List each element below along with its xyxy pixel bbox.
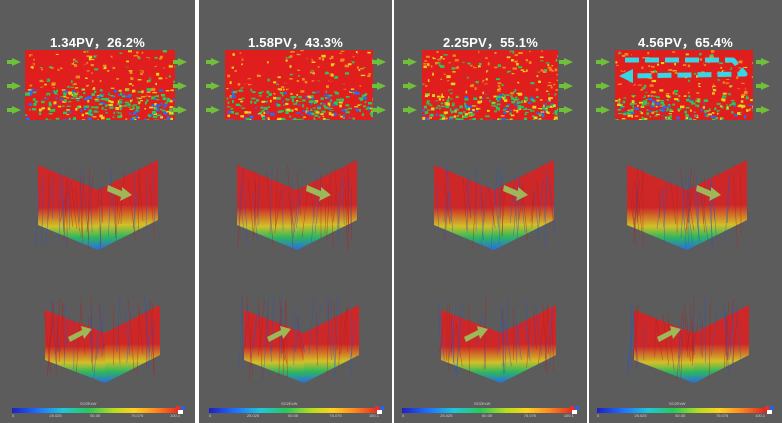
- software-logo-icon: [765, 406, 774, 414]
- green-arrow-icon: [68, 326, 92, 342]
- green-arrow-icon: [559, 106, 573, 114]
- panel-4: 4.56PV，65.4% SO2ExW 0 25.025 50.05 75.07…: [589, 0, 782, 423]
- colorbar-ticks: 0 25.025 50.05 75.075 100.1: [12, 413, 182, 421]
- colorbar: [209, 408, 381, 413]
- green-arrow-icon: [7, 58, 21, 66]
- green-arrow-icon: [7, 106, 21, 114]
- colorbar-tick: 100.1: [368, 413, 379, 418]
- green-arrow-icon: [403, 106, 417, 114]
- colorbar-ticks: 0 25.025 50.05 75.075 100.1: [402, 413, 576, 421]
- colorbar-title: SO2ExW: [474, 401, 491, 406]
- green-arrow-icon: [173, 106, 187, 114]
- colorbar-tick: 50.05: [482, 413, 493, 418]
- cube-view-lower: [43, 295, 160, 383]
- panel-1: 1.34PV，26.2% SO2ExW 0 25.025 50.05 75.07…: [0, 0, 195, 423]
- software-logo-icon: [375, 406, 384, 414]
- green-arrow-icon: [403, 82, 417, 90]
- green-arrow-icon: [107, 185, 132, 201]
- colorbar-tick: 25.025: [49, 413, 62, 418]
- saturation-slab: [225, 50, 373, 120]
- colorbar-tick: 0: [597, 413, 600, 418]
- green-arrow-icon: [173, 82, 187, 90]
- colorbar-tick: 0: [402, 413, 405, 418]
- cube-view-upper: [34, 160, 158, 250]
- colorbar-tick: 50.05: [90, 413, 101, 418]
- green-arrow-icon: [756, 58, 770, 66]
- cube-view-upper: [434, 160, 556, 250]
- colorbar-tick: 50.05: [288, 413, 299, 418]
- colorbar-tick: 25.025: [246, 413, 260, 418]
- colorbar-tick: 25.025: [634, 413, 647, 418]
- colorbar: [597, 408, 767, 413]
- panel-title: 1.58PV，43.3%: [248, 35, 343, 50]
- colorbar-title: SO2ExW: [669, 401, 686, 406]
- green-arrow-icon: [206, 58, 220, 66]
- cyan-dashed-arrow-icon: [619, 57, 748, 83]
- colorbar-ticks: 0 25.025 50.05 75.075 100.1: [597, 413, 767, 421]
- green-arrow-icon: [464, 326, 488, 342]
- colorbar-ticks: 0 25.025 50.05 75.075 100.1: [209, 413, 381, 421]
- green-arrow-icon: [206, 82, 220, 90]
- green-arrow-icon: [372, 58, 386, 66]
- saturation-slab: [25, 50, 175, 120]
- colorbar: [12, 408, 182, 413]
- green-arrow-icon: [756, 82, 770, 90]
- saturation-slab: [422, 50, 558, 120]
- colorbar-tick: 75.075: [131, 413, 144, 418]
- colorbar-tick: 75.075: [523, 413, 537, 418]
- colorbar: [402, 408, 576, 413]
- green-arrow-icon: [7, 82, 21, 90]
- colorbar-tick: 0: [209, 413, 212, 418]
- cube-view-upper: [237, 160, 357, 250]
- green-arrow-icon: [372, 106, 386, 114]
- green-arrow-icon: [596, 82, 610, 90]
- colorbar-tick: 0: [12, 413, 15, 418]
- cube-view-upper: [627, 160, 747, 251]
- green-arrow-icon: [696, 185, 721, 201]
- colorbar-tick: 100.1: [170, 413, 181, 418]
- panel-3: 2.25PV，55.1% SO2ExW 0 25.025 50.05 75.07…: [394, 0, 587, 423]
- colorbar-tick: 50.05: [675, 413, 686, 418]
- green-arrow-icon: [173, 58, 187, 66]
- green-arrow-icon: [756, 106, 770, 114]
- cube-view-lower: [438, 296, 556, 383]
- green-arrow-icon: [596, 106, 610, 114]
- green-arrow-icon: [596, 58, 610, 66]
- green-arrow-icon: [267, 326, 291, 342]
- cube-view-lower: [239, 294, 359, 383]
- colorbar-tick: 100.1: [755, 413, 766, 418]
- colorbar-tick: 75.075: [329, 413, 342, 418]
- software-logo-icon: [176, 406, 185, 414]
- green-arrow-icon: [503, 185, 528, 201]
- green-arrow-icon: [372, 82, 386, 90]
- colorbar-tick: 100.1: [563, 413, 574, 418]
- panel-2: 1.58PV，43.3% SO2ExW 0 25.025 50.05 75.07…: [199, 0, 392, 423]
- panel-title: 4.56PV，65.4%: [638, 35, 733, 50]
- panel-title: 1.34PV，26.2%: [50, 35, 145, 50]
- green-arrow-icon: [657, 326, 681, 342]
- panel-title: 2.25PV，55.1%: [443, 35, 538, 50]
- colorbar-title: SO2ExW: [80, 401, 97, 406]
- software-logo-icon: [570, 406, 579, 414]
- green-arrow-icon: [206, 106, 220, 114]
- green-arrow-icon: [559, 82, 573, 90]
- green-arrow-icon: [403, 58, 417, 66]
- colorbar-tick: 25.025: [440, 413, 453, 418]
- colorbar-title: SO2ExW: [281, 401, 298, 406]
- cube-view-lower: [626, 296, 749, 383]
- green-arrow-icon: [559, 58, 573, 66]
- green-arrow-icon: [306, 185, 331, 201]
- colorbar-tick: 75.075: [716, 413, 729, 418]
